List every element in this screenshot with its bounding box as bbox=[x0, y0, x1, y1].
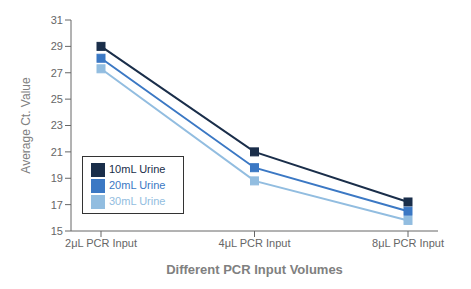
svg-text:21: 21 bbox=[51, 146, 63, 158]
svg-text:31: 31 bbox=[51, 14, 63, 26]
svg-text:17: 17 bbox=[51, 199, 63, 211]
svg-text:29: 29 bbox=[51, 40, 63, 52]
svg-text:Average Ct. Value: Average Ct. Value bbox=[19, 77, 33, 174]
svg-text:4μL PCR Input: 4μL PCR Input bbox=[219, 237, 291, 249]
html-text:20mL Urine: 20mL Urine bbox=[109, 179, 166, 192]
svg-text:15: 15 bbox=[51, 225, 63, 237]
svg-text:25: 25 bbox=[51, 93, 63, 105]
svg-text:8μL PCR Input: 8μL PCR Input bbox=[372, 237, 444, 249]
svg-text:19: 19 bbox=[51, 172, 63, 184]
svg-text:Different PCR Input Volumes: Different PCR Input Volumes bbox=[166, 262, 343, 277]
html-text:10mL Urine: 10mL Urine bbox=[109, 163, 166, 175]
svg-text:23: 23 bbox=[51, 119, 63, 131]
html-text:30mL Urine: 30mL Urine bbox=[109, 195, 166, 208]
svg-text:2μL PCR Input: 2μL PCR Input bbox=[65, 237, 137, 249]
svg-text:27: 27 bbox=[51, 67, 63, 79]
